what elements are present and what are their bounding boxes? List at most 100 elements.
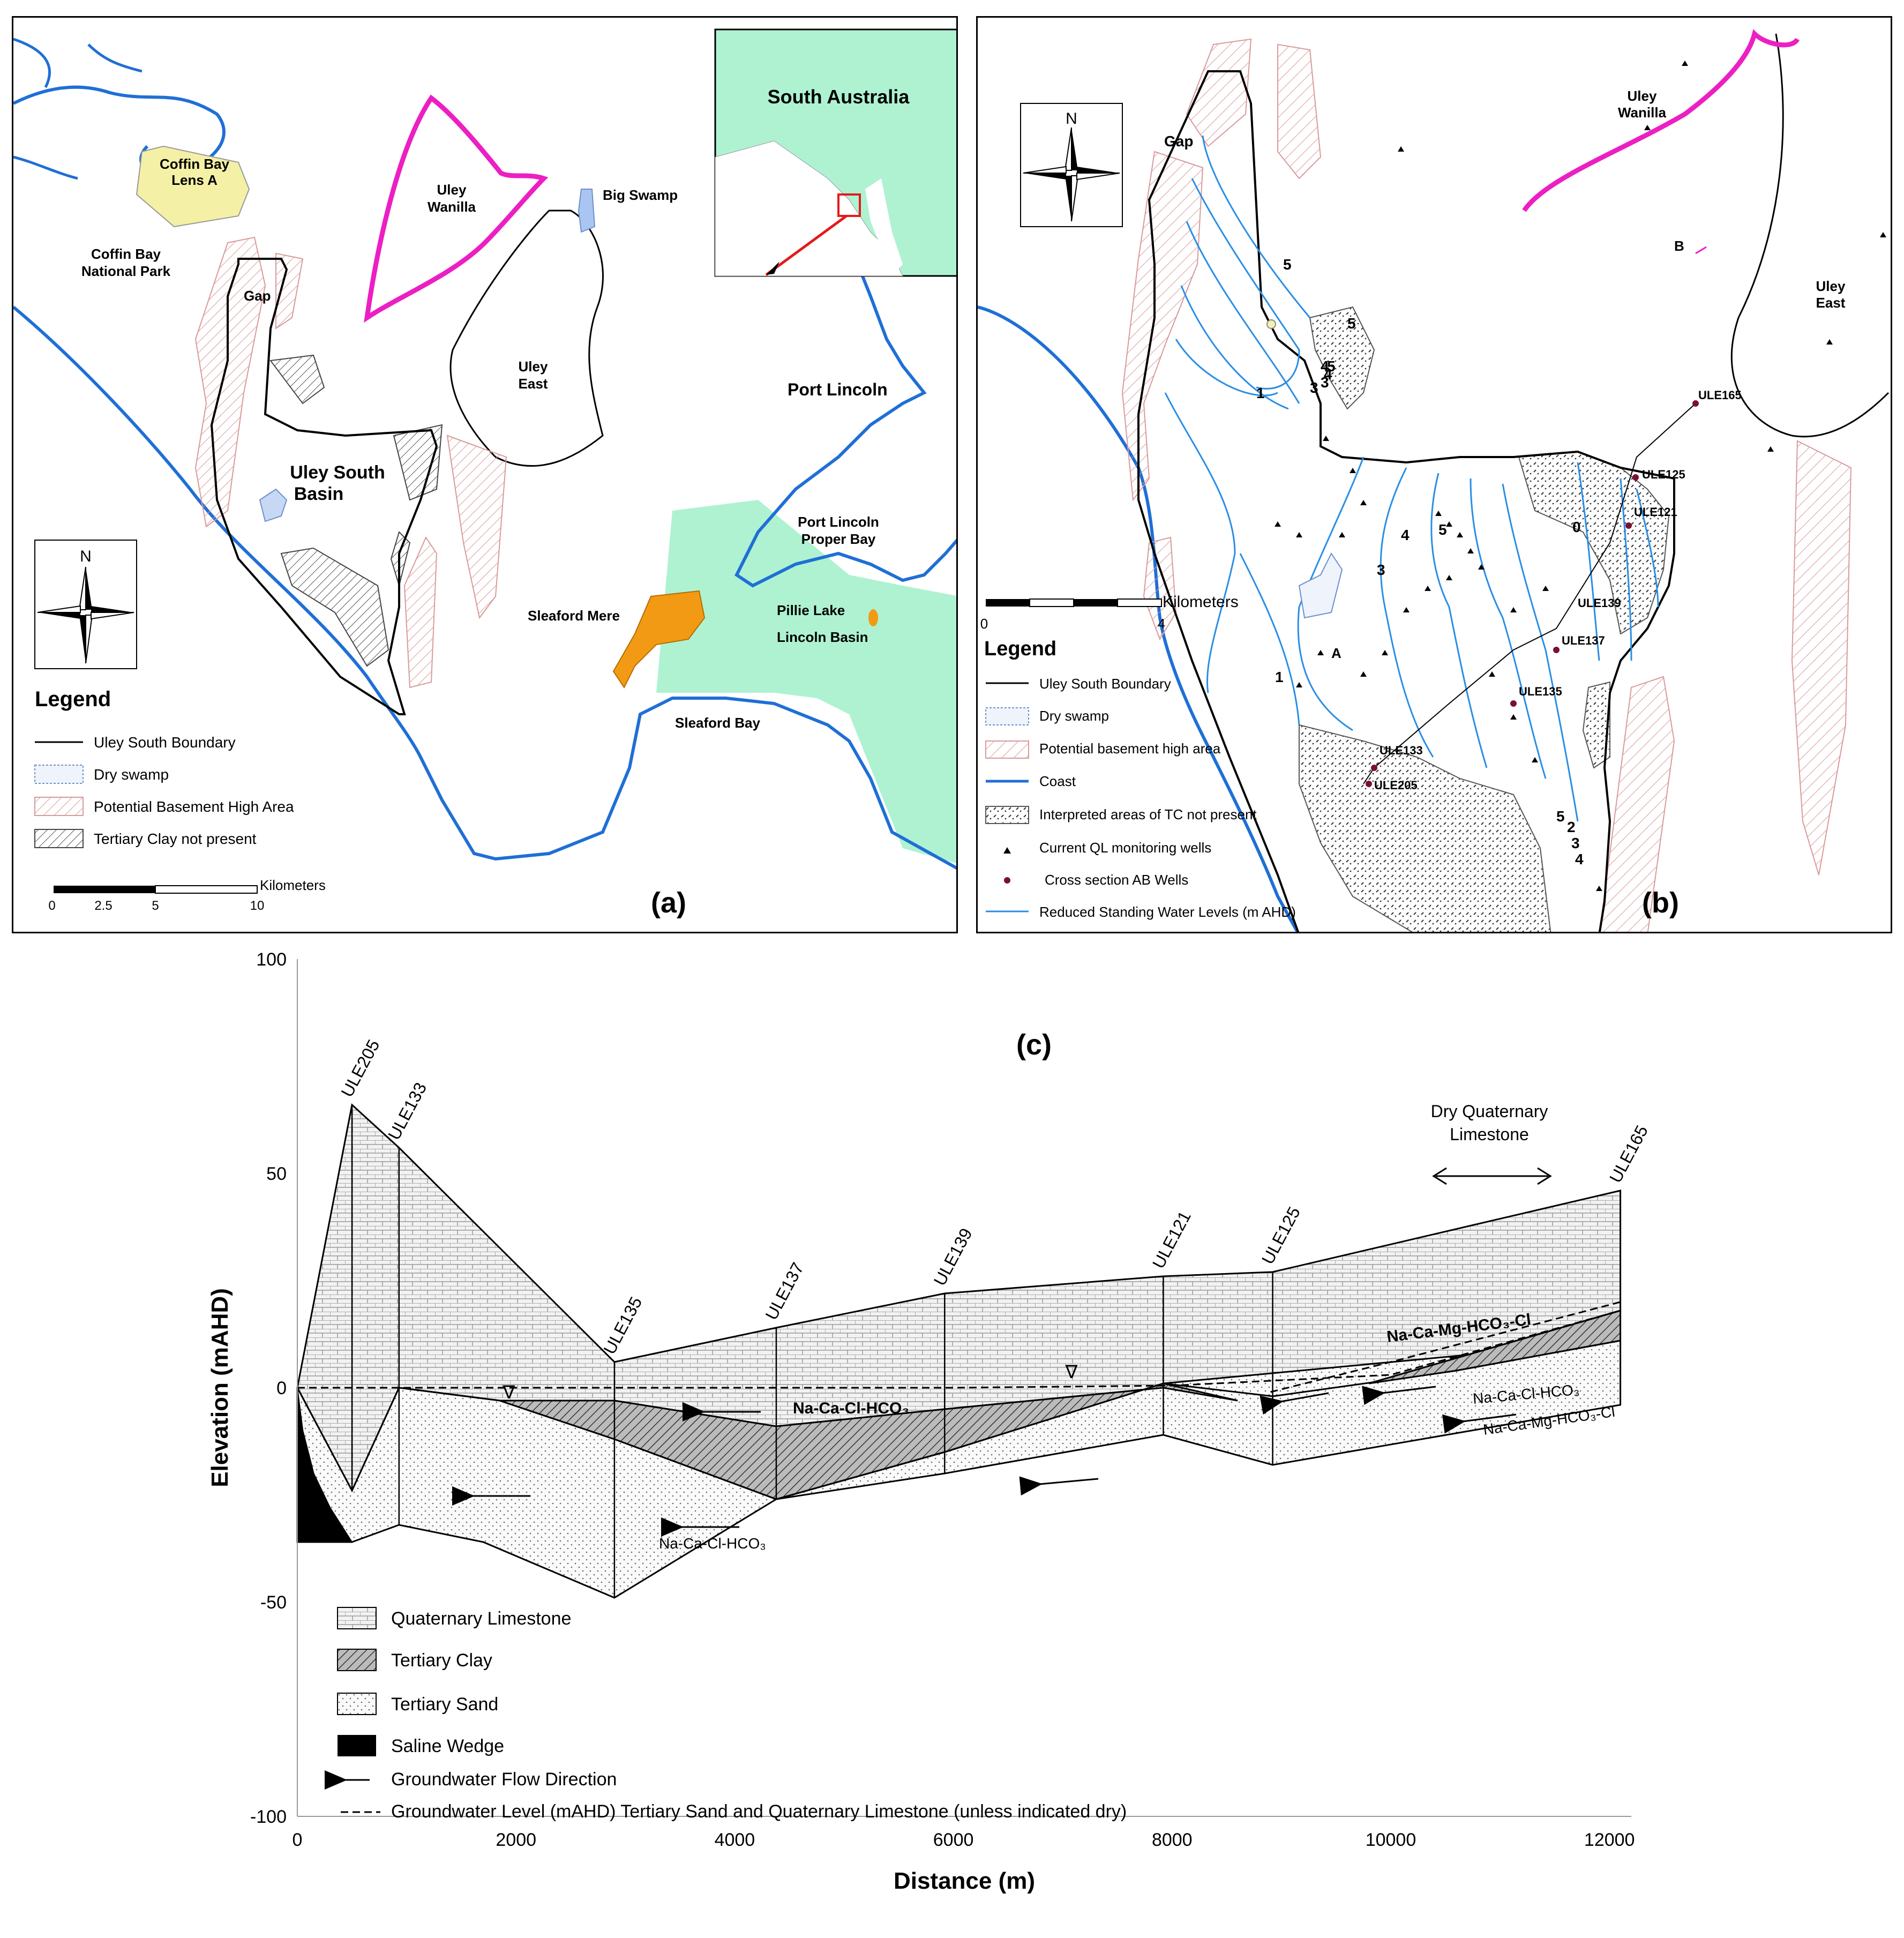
svg-text:2.5: 2.5 [94,899,112,913]
svg-text:ULE165: ULE165 [1698,388,1742,402]
uley-south-boundary [210,258,438,715]
tc-absent-area [390,531,411,588]
cross-section-svg: 100 50 0 -50 -100 0 2000 4000 6000 8000 10000 12000… [207,949,1652,1894]
tc-absent-area [1309,306,1375,410]
well-label: ULE165 [1606,1122,1652,1186]
label-sleaford-mere: Sleaford Mere [528,608,620,624]
x-tick-label: 2000 [496,1830,536,1850]
legend-a-title: Legend [35,687,111,711]
svg-text:Quaternary Limestone: Quaternary Limestone [391,1608,571,1629]
inset-land [715,140,903,276]
coffin-bay-lens-area [136,145,250,228]
label-south-australia: South Australia [768,86,910,108]
x-tick-label: 6000 [933,1830,974,1850]
groundwater-level-line [1270,1301,1621,1393]
svg-text:0: 0 [1572,519,1581,535]
svg-text:ULE125: ULE125 [1642,468,1685,481]
uley-wanilla-boundary [364,94,549,323]
flow-arrows [452,1386,1517,1537]
y-tick-label: -50 [260,1592,287,1613]
panel-b-map: 5 5 4 3 1 1 3 4 5 2 3 4 5 3 4 5 0 ULE165… [976,16,1892,933]
svg-text:4: 4 [1575,851,1584,867]
label-uley-east: Uley East [519,358,548,392]
svg-text:ULE135: ULE135 [1519,685,1562,698]
inset-arrow-head [766,261,779,275]
svg-text:3: 3 [1310,379,1318,396]
section-end-b [1695,246,1707,255]
legend-a-item: Tertiary Clay not present [94,830,257,847]
svg-text:1: 1 [1275,669,1284,685]
dry-swamp-area [1298,552,1343,619]
water-level-contours [1164,135,1659,822]
label-big-swamp: Big Swamp [603,187,678,203]
legend-a-tc-swatch [34,829,84,848]
contour-labels: 5 5 4 3 1 1 3 4 5 2 3 4 5 3 4 5 0 [1256,256,1584,867]
basement-high-area [1277,43,1322,179]
legend-b-title: Legend [984,638,1056,660]
label-lincoln-basin: Lincoln Basin [777,629,868,645]
svg-text:5: 5 [1347,315,1356,332]
well-label: ULE121 [1149,1208,1195,1271]
groundwater-level-line [297,1310,1621,1389]
y-tick-label: 0 [276,1378,287,1398]
panel-a-map: South Australia Coffin Bay Lens A Coffin … [12,16,958,933]
svg-text:ULE205: ULE205 [1374,779,1418,792]
cross-section-line [1363,403,1696,784]
panel-a-label: (a) [651,887,686,919]
label-b: B [1674,238,1684,254]
basement-high-area [275,252,304,330]
svg-text:2: 2 [1567,819,1576,835]
well-label: ULE139 [930,1225,976,1289]
compass-icon [1023,127,1120,222]
label-a: A [1331,645,1341,661]
x-tick-label: 12000 [1584,1830,1635,1850]
svg-text:4: 4 [1158,616,1165,632]
x-tick-label: 4000 [715,1830,755,1850]
svg-text:ULE137: ULE137 [1562,634,1605,647]
svg-text:Saline Wedge: Saline Wedge [391,1736,504,1756]
svg-text:Cross section AB Wells: Cross section AB Wells [1045,872,1188,888]
svg-text:4: 4 [1321,358,1329,375]
svg-text:Reduced Standing Water Levels: Reduced Standing Water Levels (m AHD) [1039,904,1296,920]
inset-locator-arrow [765,214,848,276]
y-tick-label: 100 [256,949,287,970]
cross-section-axes: 100 50 0 -50 -100 0 2000 4000 6000 8000 10000 12000… [207,949,1635,1894]
tc-absent-area [393,424,443,501]
label-coffin-bay-lens: Coffin Bay Lens A [160,156,230,188]
svg-text:ULE139: ULE139 [1578,596,1621,610]
label-uley-south-basin: Uley South Basin [290,462,385,504]
svg-text:5: 5 [1438,521,1447,538]
svg-text:5: 5 [1283,256,1292,273]
svg-text:5: 5 [1556,808,1565,825]
label-uley-wanilla: Uley Wanilla [1618,88,1667,121]
svg-text:ULE133: ULE133 [1380,744,1423,757]
well-label: ULE137 [761,1259,807,1323]
label-coffin-bay-np: Coffin Bay National Park [81,246,171,279]
basement-high-area [1599,676,1675,932]
panel-c-label: (c) [1016,1029,1052,1061]
water-table-symbol: ∇ [503,1382,515,1403]
inset-gulf [865,178,903,276]
legend-a-item: Potential Basement High Area [94,798,294,815]
coast-line-west [13,305,956,870]
compass-icon [37,566,134,664]
sleaford-mere-area [612,590,706,689]
well-labels: ULE165 ULE125 ULE121 ULE139 ULE137 ULE13… [1374,388,1742,792]
svg-text:Kilometers: Kilometers [260,877,326,893]
svg-text:Tertiary Clay: Tertiary Clay [391,1650,492,1671]
panel-b-svg: 5 5 4 3 1 1 3 4 5 2 3 4 5 3 4 5 0 ULE165… [978,29,1890,932]
svg-text:Groundwater Level (mAHD) Terti: Groundwater Level (mAHD) Tertiary Sand a… [391,1801,1127,1822]
svg-text:ULE121: ULE121 [1634,505,1677,519]
well-label: ULE135 [599,1293,646,1357]
cross-section-wells [1366,400,1699,787]
svg-text:Tertiary Sand: Tertiary Sand [391,1694,498,1715]
svg-text:4: 4 [1401,527,1410,543]
label-port-lincoln: Port Lincoln [788,380,888,399]
well-label: ULE133 [384,1079,430,1143]
legend-a-dryswamp-swatch [34,765,84,784]
legend-b: Uley South Boundary Dry swamp Potential … [985,676,1296,920]
big-swamp-area [578,189,596,233]
label-gap: Gap [244,288,271,304]
label-uley-wanilla: Uley Wanilla [428,182,476,215]
tc-absent-area [269,354,325,405]
